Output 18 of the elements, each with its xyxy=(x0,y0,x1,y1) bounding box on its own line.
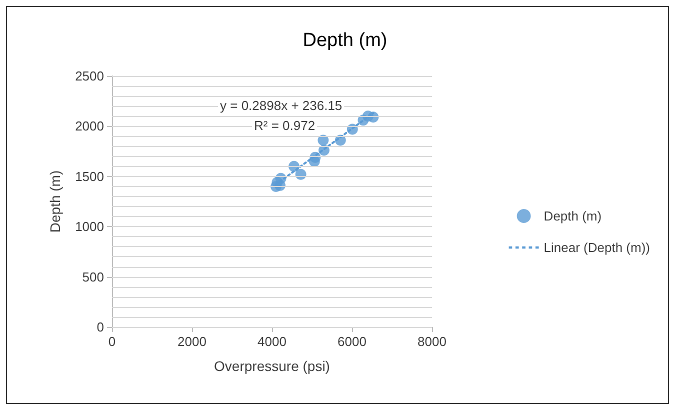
x-tick-label: 6000 xyxy=(338,334,366,349)
y-tick-label: 2500 xyxy=(75,68,104,84)
annotation: R² = 0.972 xyxy=(254,118,316,133)
y-tick-label: 500 xyxy=(82,269,104,284)
x-tick-label: 4000 xyxy=(258,334,286,349)
legend-label: Depth (m) xyxy=(544,208,602,224)
legend-label: Linear (Depth (m)) xyxy=(544,240,650,255)
x-tick-label: 8000 xyxy=(418,334,446,349)
y-tick-label: 2000 xyxy=(75,118,104,134)
y-tick-label: 1500 xyxy=(75,168,104,184)
x-tick-label: 0 xyxy=(108,334,116,349)
x-axis-title: Overpressure (psi) xyxy=(214,358,330,374)
y-axis-title: Depth (m) xyxy=(47,170,63,233)
chart-title: Depth (m) xyxy=(302,30,388,51)
x-tick-label: 2000 xyxy=(178,334,206,349)
annotation: y = 0.2898x + 236.15 xyxy=(220,98,342,113)
y-tick-label: 0 xyxy=(96,320,104,334)
y-tick-label: 1000 xyxy=(75,219,104,234)
